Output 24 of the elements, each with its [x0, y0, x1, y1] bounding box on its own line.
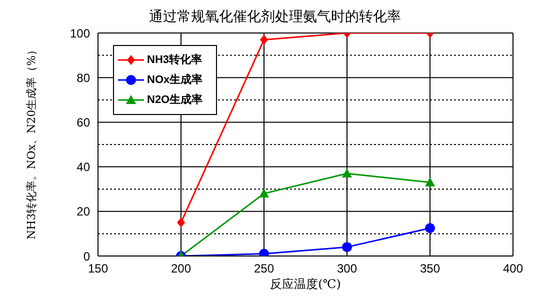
chart-title: 通过常规氧化催化剂处理氨气时的转化率	[148, 8, 402, 26]
y-axis-title: NH3转化率。NOx、N20生成率（%）	[24, 44, 38, 240]
x-axis-title: 反应温度(℃)	[270, 277, 341, 291]
y-tick-label: 20	[76, 204, 90, 219]
x-tick-label: 250	[254, 262, 274, 276]
y-tick-label: 80	[76, 70, 90, 85]
x-tick-label: 350	[420, 262, 440, 276]
point	[342, 168, 352, 178]
legend-label: N2O生成率	[147, 92, 203, 108]
y-tick-label: 0	[83, 249, 90, 264]
x-tick-label: 200	[170, 262, 192, 276]
x-tick-label: 300	[336, 262, 358, 276]
y-tick-label: 40	[76, 160, 90, 174]
point	[425, 223, 435, 234]
point	[425, 177, 435, 186]
legend-label: NOx生成率	[147, 72, 203, 88]
x-tick-label: 400	[502, 262, 524, 276]
point	[259, 188, 269, 198]
x-tick-label: 150	[88, 262, 108, 276]
y-tick-label: 100	[70, 26, 90, 40]
point	[342, 242, 352, 252]
y-tick-label: 60	[76, 115, 90, 130]
point	[177, 218, 185, 228]
legend-label: NH3转化率	[147, 52, 202, 68]
